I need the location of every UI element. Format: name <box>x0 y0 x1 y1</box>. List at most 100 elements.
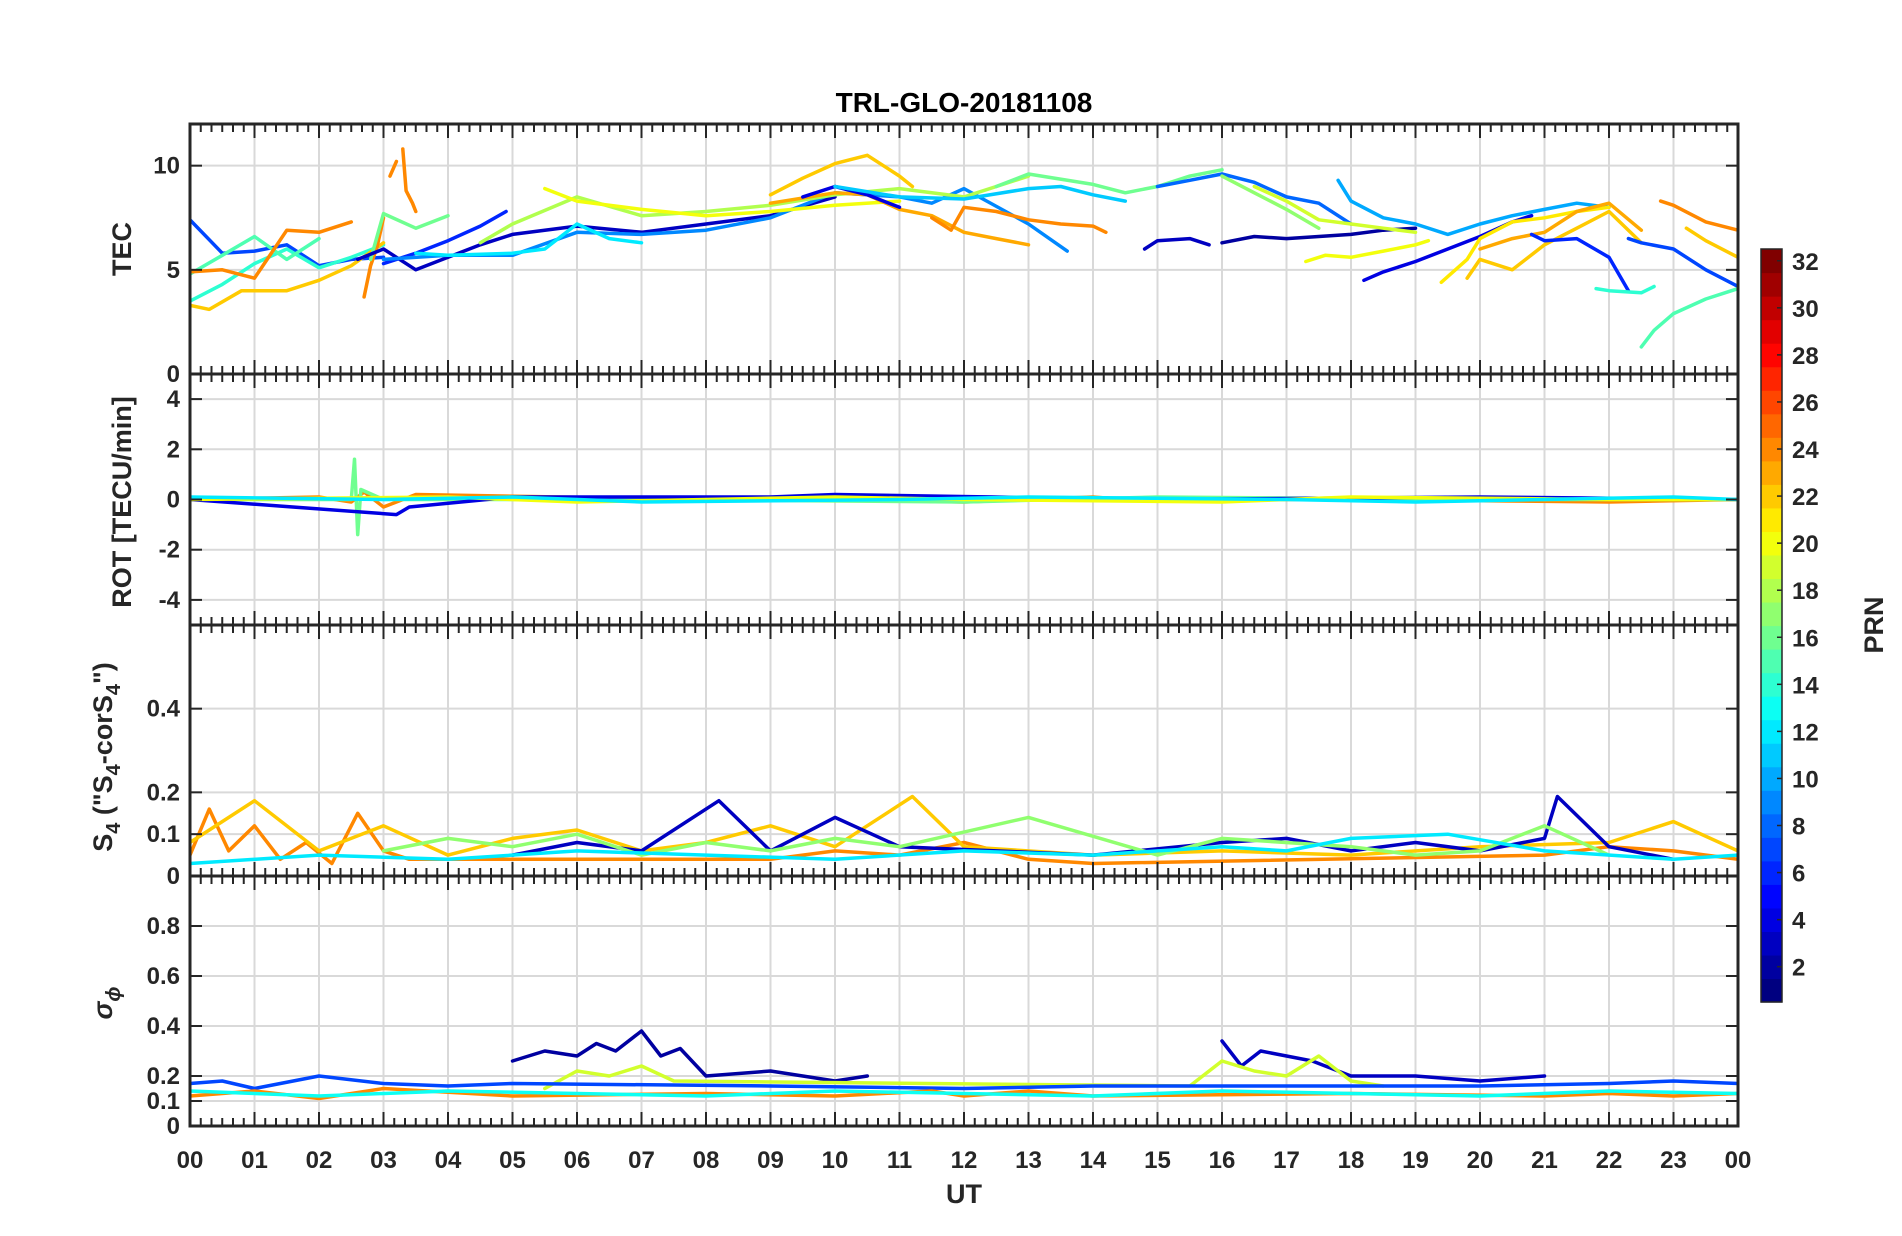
colorbar-tick-label: 14 <box>1792 672 1819 699</box>
series-line-prn-16 <box>994 168 1224 195</box>
colorbar-tick-label: 30 <box>1792 296 1819 323</box>
y-tick-label: 5 <box>167 257 180 284</box>
colorbar-band <box>1761 390 1782 415</box>
y-tick-label: 0 <box>167 1113 180 1140</box>
colorbar-band <box>1761 978 1782 1003</box>
colorbar-band <box>1761 531 1782 556</box>
x-tick-label: 21 <box>1531 1147 1558 1174</box>
colorbar-tick-label: 10 <box>1792 766 1819 793</box>
colorbar-frame <box>1760 248 1783 1003</box>
colorbar-band <box>1761 625 1782 650</box>
series-line-prn-15 <box>1639 286 1738 349</box>
colorbar-band <box>1761 743 1782 768</box>
colorbar-band <box>1761 437 1782 462</box>
series-line-prn-3 <box>510 794 1676 862</box>
y-tick-label: -4 <box>159 587 181 614</box>
y-tick-label: 0.1 <box>147 821 180 848</box>
series-line-prn-3 <box>355 195 837 272</box>
series-line-prn-2 <box>510 1029 870 1083</box>
s4-ylabel-tail: ("S <box>88 775 118 822</box>
series-line-prn-7 <box>190 1074 1738 1091</box>
y-tick-label: 0 <box>167 361 180 388</box>
sigma-phi-panel: 00.10.2 0.4 0.6 0.8 σϕ <box>88 874 1740 1140</box>
series-line-prn-13 <box>190 1089 1738 1098</box>
series-line-prn-24 <box>190 807 1738 866</box>
y-tick-label: 0 <box>167 487 180 514</box>
x-tick-label: 17 <box>1273 1147 1300 1174</box>
series-line-prn-24 <box>190 220 354 280</box>
colorbar-tick-label: 6 <box>1792 861 1805 888</box>
y-tick-label: 0.6 <box>147 963 180 990</box>
colorbar-band <box>1761 672 1782 697</box>
series-line-prn-3 <box>1142 236 1211 251</box>
series-line-prn-24 <box>388 159 399 178</box>
colorbar-bands <box>1761 249 1782 1003</box>
colorbar-band <box>1761 790 1782 815</box>
y-tick-label: 0.4 <box>147 696 181 723</box>
s4-ylabel-base: S <box>88 834 118 852</box>
y-tick-label: 0 <box>167 863 180 890</box>
x-tick-label: 22 <box>1596 1147 1623 1174</box>
x-tick-label: 11 <box>887 1147 912 1174</box>
colorbar-band <box>1761 319 1782 344</box>
sigma-ylabel-sub: ϕ <box>103 986 125 1001</box>
colorbar-tick-label: 18 <box>1792 578 1819 605</box>
x-tick-label: 05 <box>499 1147 526 1174</box>
x-tick-label: 08 <box>693 1147 720 1174</box>
chart-title: TRL-GLO-20181108 <box>836 87 1093 118</box>
colorbar-band <box>1761 296 1782 321</box>
colorbar-tick-label: 28 <box>1792 343 1819 370</box>
colorbar-band <box>1761 601 1782 627</box>
colorbar-tick-label: 2 <box>1792 955 1805 982</box>
x-tick-label: 00 <box>177 1147 204 1174</box>
series-line-prn-3 <box>1220 1039 1547 1083</box>
x-tick-label: 02 <box>306 1147 333 1174</box>
series-line-prn-14 <box>1594 284 1656 295</box>
tec-panel: 0 5 10 TEC <box>107 122 1740 388</box>
series-line-prn-6 <box>1529 232 1631 293</box>
x-tick-label: 07 <box>628 1147 655 1174</box>
x-tick-label: 06 <box>564 1147 591 1174</box>
series-line-prn-2 <box>1220 226 1418 245</box>
x-tick-label: 14 <box>1080 1147 1107 1174</box>
s4-series-group <box>190 794 1738 866</box>
series-line-prn-9 <box>381 186 1069 262</box>
x-tick-label: 04 <box>435 1147 462 1174</box>
colorbar-band <box>1761 249 1782 274</box>
colorbar-band <box>1761 860 1782 885</box>
series-line-prn-10 <box>1336 178 1611 237</box>
series-line-prn-11 <box>833 184 1128 203</box>
x-tick-label: 23 <box>1660 1147 1687 1174</box>
y-tick-label: 2 <box>167 436 180 463</box>
colorbar-band <box>1761 484 1782 509</box>
tec-ytick-labels: 0 5 10 <box>153 153 180 388</box>
tec-grid <box>190 124 1738 374</box>
colorbar-band <box>1761 343 1782 368</box>
y-tick-label: 0.1 <box>147 1088 180 1115</box>
s4-grid <box>190 625 1738 876</box>
sigma-ytick-labels: 00.10.2 0.4 0.6 0.8 <box>147 913 181 1140</box>
series-line-prn-22 <box>190 241 386 312</box>
colorbar-band <box>1761 366 1782 391</box>
series-line-prn-14 <box>190 243 386 303</box>
colorbar-tick-label: 26 <box>1792 390 1819 417</box>
colorbar-tick-label: 20 <box>1792 531 1819 558</box>
series-line-prn-7 <box>190 218 386 268</box>
series-line-prn-15 <box>190 234 321 276</box>
s4-ylabel-sub3: 4 <box>103 683 125 695</box>
y-tick-label: 0.2 <box>147 1063 180 1090</box>
colorbar-band <box>1761 907 1782 933</box>
sigma-series-group <box>190 1029 1738 1101</box>
x-tick-label: 12 <box>951 1147 978 1174</box>
x-tick-label: 10 <box>822 1147 849 1174</box>
x-tick-label: 01 <box>241 1147 268 1174</box>
x-tick-label: 09 <box>757 1147 784 1174</box>
colorbar-tick-label: 32 <box>1792 249 1819 276</box>
series-line-prn-12 <box>414 222 644 258</box>
series-line-prn-22 <box>1465 209 1644 280</box>
colorbar-band <box>1761 813 1782 838</box>
colorbar-tick-label: 16 <box>1792 625 1819 652</box>
sigma-ylabel: σϕ <box>88 986 125 1019</box>
s4-ytick-labels: 0 0.1 0.2 0.4 <box>147 696 181 890</box>
colorbar-band <box>1761 954 1782 980</box>
